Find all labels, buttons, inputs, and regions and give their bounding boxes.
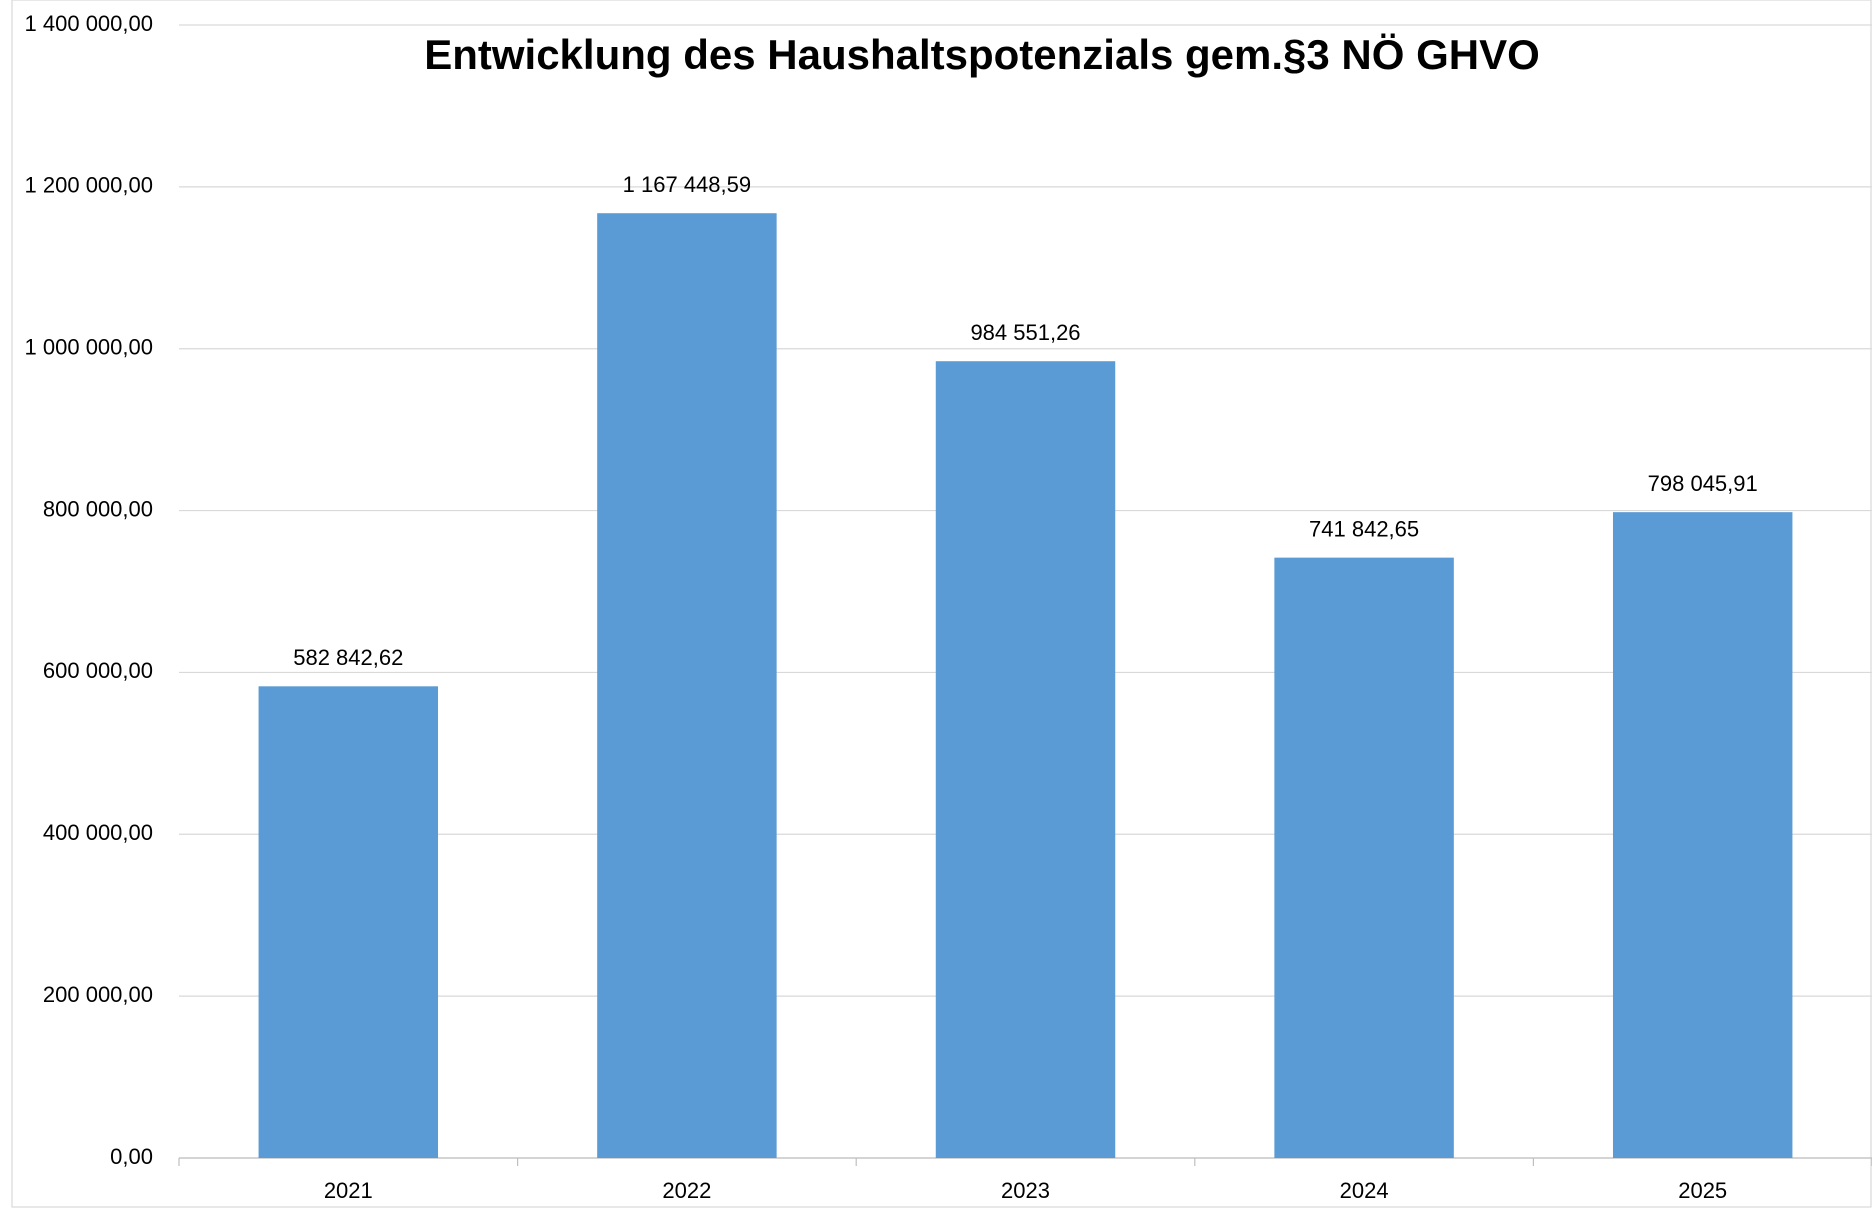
y-tick-label: 400 000,00	[43, 820, 153, 845]
x-tick-label: 2024	[1340, 1178, 1389, 1203]
y-tick-label: 800 000,00	[43, 496, 153, 521]
x-tick-label: 2023	[1001, 1178, 1050, 1203]
value-label: 741 842,65	[1309, 516, 1419, 541]
bar	[935, 361, 1116, 1158]
value-label: 984 551,26	[970, 320, 1080, 345]
y-tick-label: 600 000,00	[43, 658, 153, 683]
bar	[1274, 557, 1454, 1158]
value-label: 1 167 448,59	[623, 172, 751, 197]
x-tick-label: 2025	[1678, 1178, 1727, 1203]
value-label: 798 045,91	[1648, 471, 1758, 496]
chart-title: Entwicklung des Haushaltspotenzials gem.…	[424, 31, 1540, 78]
y-tick-label: 1 000 000,00	[25, 335, 153, 360]
bar	[258, 686, 439, 1158]
x-tick-label: 2021	[324, 1178, 373, 1203]
y-tick-label: 1 400 000,00	[25, 11, 153, 36]
y-tick-label: 1 200 000,00	[25, 173, 153, 198]
value-label: 582 842,62	[293, 645, 403, 670]
y-tick-label: 200 000,00	[43, 982, 153, 1007]
y-tick-label: 0,00	[110, 1144, 153, 1169]
x-tick-label: 2022	[662, 1178, 711, 1203]
bar	[1612, 512, 1793, 1158]
chart-border	[11, 0, 1872, 1208]
bar	[597, 213, 777, 1158]
